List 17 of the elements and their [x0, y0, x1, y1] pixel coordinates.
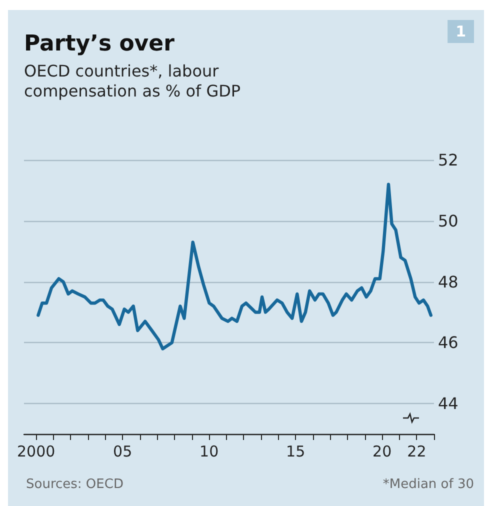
x-tick-label: 05 [113, 442, 132, 460]
text: 1 [456, 22, 466, 40]
y-tick-label: 52 [438, 150, 458, 170]
y-tick-label: 46 [438, 333, 458, 352]
source-note: Sources: OECD [26, 477, 124, 492]
y-tick-label: 48 [438, 272, 458, 292]
x-tick-label: 15 [286, 442, 306, 460]
x-tick-label: 22 [407, 442, 426, 460]
x-tick-label: 2000 [17, 442, 56, 460]
y-tick-label: 44 [438, 394, 458, 414]
text: *Median of 30 [382, 477, 474, 492]
line-series [36, 182, 432, 350]
chart-subtitle: OECD countries*, labour compensation as % of GDP [24, 62, 241, 100]
chart-title: Party’s over [24, 32, 175, 56]
x-tick-label: 10 [200, 442, 219, 460]
x-tick-label: 20 [372, 442, 392, 460]
y-tick-label: 50 [438, 211, 458, 230]
